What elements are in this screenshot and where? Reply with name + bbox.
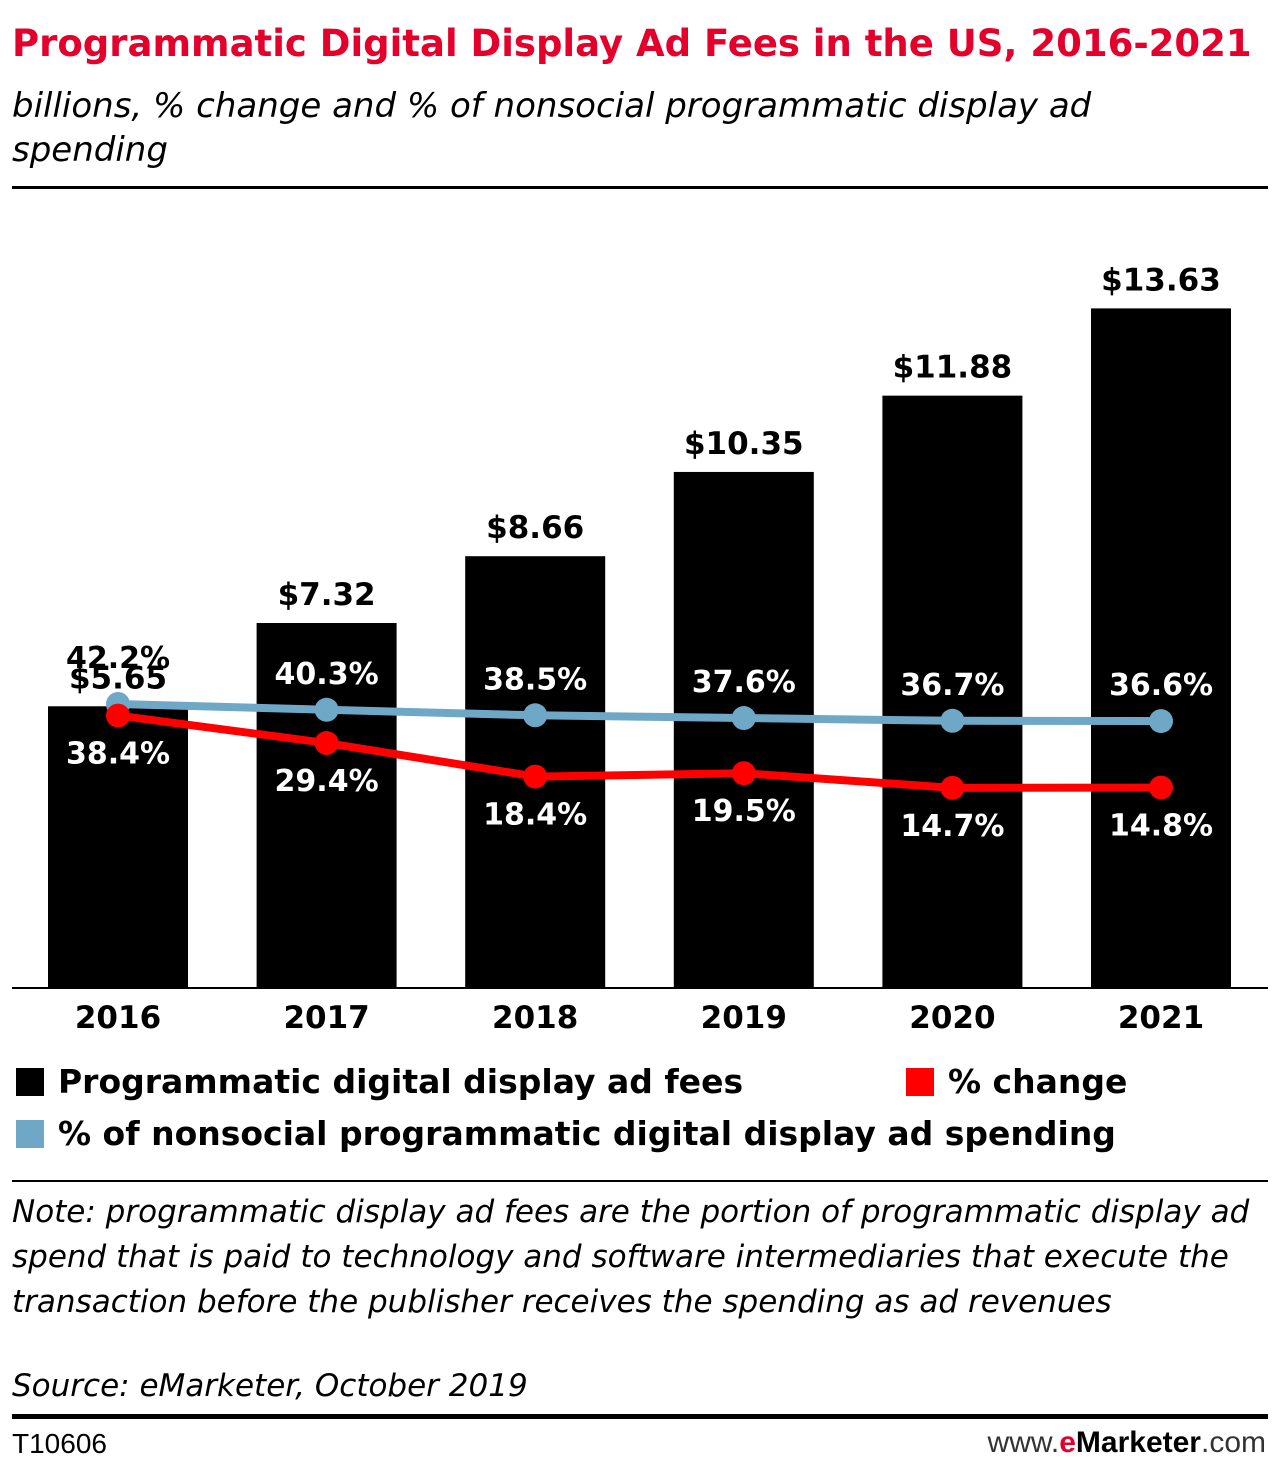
x-tick-2016: 2016: [75, 1000, 161, 1036]
bar-2020: [882, 395, 1023, 988]
change-point-2017: [314, 731, 339, 756]
change-point-2019: [731, 761, 756, 786]
bar-value-label-2018: $8.66: [486, 510, 584, 546]
bar-2016: [48, 706, 188, 988]
legend-item-share: % of nonsocial programmatic digital disp…: [16, 1114, 1116, 1153]
brand-e: e: [1059, 1426, 1076, 1459]
chart-source: Source: eMarketer, October 2019: [12, 1368, 528, 1404]
share-label-2019: 37.6%: [692, 665, 796, 700]
change-line: [114, 711, 1165, 792]
legend-swatch-fees: [16, 1067, 44, 1096]
legend-item-fees: Programmatic digital display ad fees: [16, 1062, 743, 1101]
legend-label-fees: Programmatic digital display ad fees: [58, 1062, 744, 1101]
x-tick-labels: 2016 2017 2018 2019 2020 2021: [75, 1000, 1204, 1036]
chart-note: Note: programmatic display ad fees are t…: [12, 1194, 1250, 1320]
change-label-2017: 29.4%: [275, 764, 379, 799]
point-labels-layer: 42.2% 40.3% 38.5% 37.6% 36.7% 36.6% 38.4% 29.4%…: [66, 641, 1213, 844]
change-label-2021: 14.8%: [1109, 809, 1213, 844]
bar-2021: [1091, 308, 1231, 988]
lines-layer: [106, 692, 1173, 800]
share-label-2018: 38.5%: [483, 662, 587, 697]
chart-title: Programmatic Digital Display Ad Fees in …: [12, 22, 1252, 65]
notes-divider: [12, 1180, 1268, 1182]
change-point-2021: [1149, 775, 1173, 800]
bar-value-label-2017: $7.32: [278, 577, 376, 613]
chart-subtitle: billions, % change and % of nonsocial pr…: [12, 86, 1092, 170]
share-point-2019: [731, 706, 756, 731]
x-tick-2021: 2021: [1118, 1000, 1204, 1036]
footer-divider: [12, 1414, 1268, 1419]
x-tick-2020: 2020: [909, 1000, 995, 1036]
change-label-2018: 18.4%: [483, 798, 587, 833]
legend-label-share: % of nonsocial programmatic digital disp…: [58, 1114, 1116, 1153]
share-point-2018: [523, 703, 548, 728]
change-point-2020: [940, 775, 965, 800]
bar-2017: [256, 623, 397, 988]
share-label-2016: 42.2%: [66, 641, 170, 676]
change-point-2016: [106, 703, 130, 728]
legend-swatch-share: [16, 1119, 44, 1148]
brand-name: Marketer: [1075, 1426, 1201, 1459]
header-divider: [12, 186, 1268, 189]
legend-swatch-change: [906, 1067, 934, 1096]
share-point-2017: [314, 697, 339, 722]
bar-value-label-2020: $11.88: [893, 350, 1013, 386]
bar-labels-layer: $5.65 $7.32 $8.66 $10.35 $11.88 $13.63: [69, 262, 1221, 696]
x-tick-2017: 2017: [283, 1000, 369, 1036]
legend-label-change: % change: [948, 1062, 1128, 1101]
bar-value-label-2019: $10.35: [684, 426, 804, 462]
bar-value-label-2021: $13.63: [1101, 262, 1221, 298]
change-label-2019: 19.5%: [692, 794, 796, 829]
change-label-2016: 38.4%: [66, 737, 170, 772]
brand-suffix: .com: [1200, 1426, 1266, 1459]
chart-plot: $5.65$7.32$8.66$10.35$11.88$13.63 42.2% 4…: [12, 262, 1268, 1036]
x-tick-2019: 2019: [701, 1000, 787, 1036]
share-point-2020: [940, 708, 965, 733]
chart-id: T10606: [12, 1428, 107, 1459]
change-label-2020: 14.7%: [900, 809, 1004, 844]
brand-logo: www.eMarketer.com: [988, 1426, 1266, 1460]
share-label-2017: 40.3%: [275, 657, 379, 692]
brand-prefix: www.: [987, 1426, 1060, 1459]
share-label-2021: 36.6%: [1109, 668, 1213, 703]
x-tick-2018: 2018: [492, 1000, 578, 1036]
legend-item-change: % change: [906, 1062, 1127, 1101]
change-point-2018: [523, 764, 548, 789]
bars-layer: [48, 308, 1231, 988]
share-label-2020: 36.7%: [900, 668, 1004, 703]
share-line: [114, 700, 1165, 726]
bar-value-label-2016: $5.65: [69, 660, 167, 696]
share-point-2021: [1149, 709, 1173, 734]
